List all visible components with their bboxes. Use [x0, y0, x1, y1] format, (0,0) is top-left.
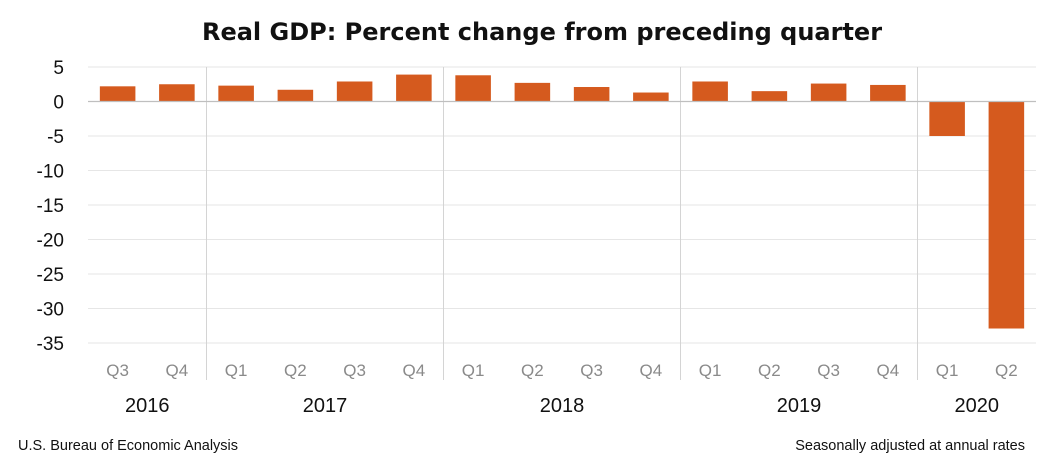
y-tick-label: -15 — [37, 196, 64, 217]
bar — [396, 74, 432, 102]
x-tick-label: Q4 — [166, 361, 189, 380]
seasonal-note: Seasonally adjusted at annual rates — [795, 438, 1025, 454]
y-tick-label: -10 — [37, 162, 64, 183]
year-label: 2020 — [955, 395, 1000, 417]
x-tick-label: Q4 — [403, 361, 426, 380]
bar — [159, 84, 195, 102]
bar — [455, 75, 491, 102]
y-tick-label: -5 — [47, 127, 64, 148]
x-tick-label: Q1 — [462, 361, 485, 380]
x-tick-label: Q2 — [995, 361, 1018, 380]
gridlines — [88, 66, 1036, 344]
chart-title: Real GDP: Percent change from preceding … — [202, 18, 882, 46]
bar — [573, 87, 610, 102]
x-tick-label: Q1 — [225, 361, 248, 380]
x-axis-year-labels: 2016 2017 2018 2019 2020 — [125, 395, 999, 417]
x-tick-label: Q3 — [343, 361, 366, 380]
bar — [336, 81, 373, 102]
x-tick-label: Q3 — [106, 361, 129, 380]
x-tick-label: Q2 — [758, 361, 781, 380]
x-tick-label: Q2 — [521, 361, 544, 380]
x-tick-label: Q3 — [580, 361, 603, 380]
x-axis-quarter-labels: Q3 Q4 Q1 Q2 Q3 Q4 Q1 Q2 Q3 Q4 Q1 Q2 Q3 Q4 Q1 Q2 — [106, 361, 1017, 380]
x-tick-label: Q2 — [284, 361, 307, 380]
y-tick-label: -30 — [37, 300, 64, 321]
year-label: 2019 — [777, 395, 822, 417]
bar — [929, 101, 965, 136]
bar — [751, 91, 788, 102]
bar — [692, 81, 728, 102]
y-tick-label: 0 — [53, 93, 64, 114]
y-tick-label: -20 — [37, 231, 64, 252]
y-tick-label: -35 — [37, 334, 64, 355]
y-tick-label: 5 — [53, 58, 64, 79]
x-tick-label: Q1 — [699, 361, 722, 380]
bars — [99, 74, 1025, 329]
year-label: 2016 — [125, 395, 170, 417]
year-label: 2018 — [540, 395, 585, 417]
x-tick-label: Q3 — [817, 361, 840, 380]
year-separators — [206, 67, 918, 380]
y-tick-label: -25 — [37, 265, 64, 286]
year-label: 2017 — [303, 395, 348, 417]
bar — [870, 84, 906, 102]
y-axis-ticks: 5 0 -5 -10 -15 -20 -25 -30 -35 — [37, 58, 64, 355]
bar — [277, 89, 314, 102]
x-tick-label: Q4 — [640, 361, 663, 380]
bar — [514, 82, 551, 102]
bar — [810, 83, 847, 102]
x-tick-label: Q4 — [877, 361, 900, 380]
x-tick-label: Q1 — [936, 361, 959, 380]
bar — [99, 86, 136, 102]
bar — [988, 101, 1025, 329]
bar — [633, 92, 669, 102]
bar — [218, 85, 254, 102]
source-note: U.S. Bureau of Economic Analysis — [18, 438, 238, 454]
